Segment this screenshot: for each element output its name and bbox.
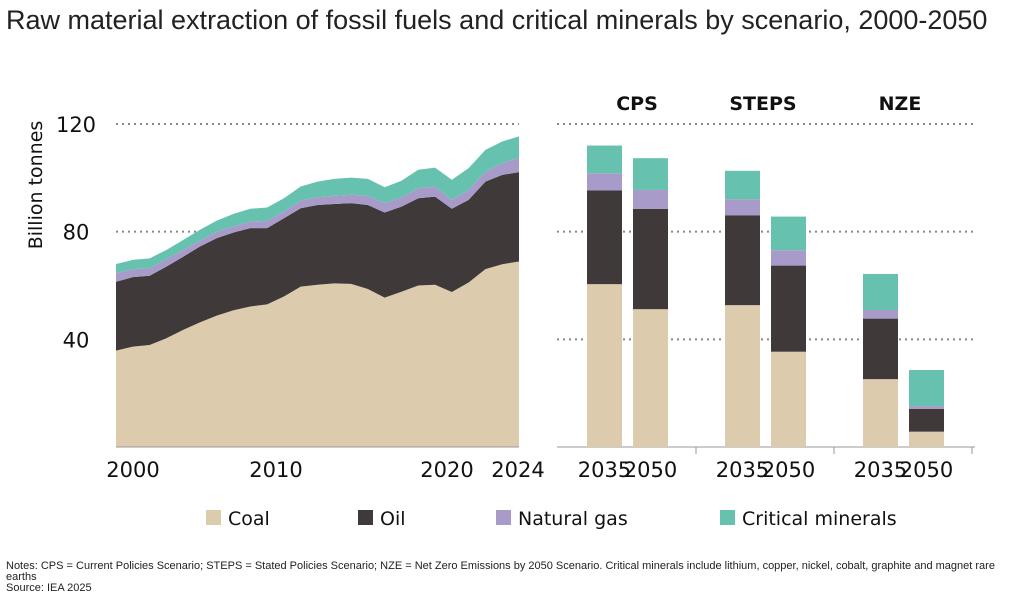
bar-natural-gas — [909, 406, 944, 409]
bar-natural-gas — [633, 189, 668, 209]
x-tick-label: 2024 — [491, 458, 544, 482]
group-label: STEPS — [729, 93, 796, 115]
bar-natural-gas — [863, 309, 898, 319]
bar-coal — [633, 309, 668, 447]
bar-coal — [771, 351, 806, 447]
x-tick-label: 2000 — [106, 458, 159, 482]
area-critical-minerals — [116, 136, 519, 274]
x-tick-label: 2020 — [420, 458, 473, 482]
bar-natural-gas — [725, 199, 760, 216]
legend-swatch — [496, 510, 511, 525]
x-tick-label: 2050 — [624, 458, 677, 482]
bar-oil — [909, 408, 944, 432]
x-tick-label: 2050 — [900, 458, 953, 482]
x-tick-label: 2050 — [762, 458, 815, 482]
legend-swatch — [358, 510, 373, 525]
group-label: NZE — [879, 93, 922, 115]
y-tick-label: 40 — [63, 328, 90, 352]
x-tick-label: 2035 — [578, 458, 631, 482]
bar-oil — [725, 215, 760, 306]
bar-critical-minerals — [587, 145, 622, 174]
notes-text: Notes: CPS = Current Policies Scenario; … — [6, 560, 995, 583]
bar-oil — [771, 265, 806, 352]
chart-title: Raw material extraction of fossil fuels … — [6, 5, 988, 35]
bar-natural-gas — [771, 250, 806, 266]
area-coal — [116, 261, 519, 447]
bar-natural-gas — [587, 173, 622, 191]
legend-swatch — [720, 510, 735, 525]
bar-oil — [587, 190, 622, 285]
x-tick-label: 2010 — [249, 458, 302, 482]
legend-label: Natural gas — [518, 508, 628, 530]
bar-critical-minerals — [725, 170, 760, 200]
x-tick-label: 2035 — [854, 458, 907, 482]
area-oil — [116, 172, 519, 351]
bar-coal — [725, 305, 760, 447]
y-tick-label: 120 — [56, 113, 96, 137]
y-tick-label: 80 — [63, 221, 90, 245]
bar-oil — [863, 318, 898, 380]
chart-notes: Notes: CPS = Current Policies Scenario; … — [6, 561, 1016, 594]
bar-oil — [633, 208, 668, 310]
bar-critical-minerals — [633, 158, 668, 190]
source-text: Source: IEA 2025 — [6, 582, 92, 594]
legend-label: Coal — [228, 508, 270, 530]
group-label: CPS — [616, 93, 658, 115]
area-natural-gas — [116, 157, 519, 282]
x-tick-label: 2035 — [716, 458, 769, 482]
legend-swatch — [206, 510, 221, 525]
bar-critical-minerals — [771, 216, 806, 251]
bar-coal — [909, 431, 944, 447]
bar-coal — [587, 284, 622, 447]
legend-label: Oil — [380, 508, 406, 530]
legend-label: Critical minerals — [742, 508, 897, 530]
bar-critical-minerals — [863, 273, 898, 310]
y-axis-label: Billion tonnes — [25, 121, 47, 250]
bar-coal — [863, 379, 898, 447]
bar-critical-minerals — [909, 370, 944, 407]
